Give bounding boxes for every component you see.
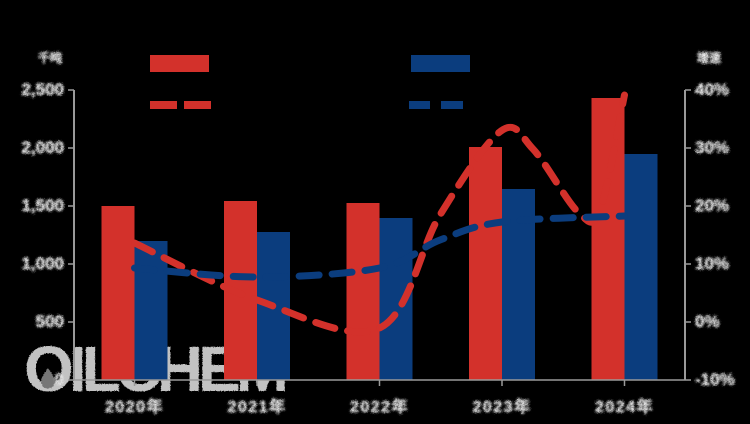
svg-text:500: 500 <box>36 312 64 331</box>
svg-text:2,500: 2,500 <box>21 80 64 99</box>
svg-text:增速: 增速 <box>697 50 721 65</box>
svg-text:-10%: -10% <box>695 370 735 389</box>
svg-text:1,000: 1,000 <box>21 254 64 273</box>
svg-text:40%: 40% <box>695 80 729 99</box>
svg-text:20%: 20% <box>695 196 729 215</box>
svg-text:30%: 30% <box>695 138 729 157</box>
svg-text:10%: 10% <box>695 254 729 273</box>
svg-text:1,500: 1,500 <box>21 196 64 215</box>
svg-text:2,000: 2,000 <box>21 138 64 157</box>
svg-text:2020年: 2020年 <box>105 397 164 416</box>
svg-text:2023年: 2023年 <box>472 397 531 416</box>
svg-text:2024年: 2024年 <box>595 397 654 416</box>
svg-text:0%: 0% <box>695 312 720 331</box>
svg-text:0: 0 <box>55 370 64 389</box>
svg-text:千吨: 千吨 <box>38 50 62 65</box>
svg-text:2021年: 2021年 <box>227 397 286 416</box>
svg-text:2022年: 2022年 <box>350 397 409 416</box>
